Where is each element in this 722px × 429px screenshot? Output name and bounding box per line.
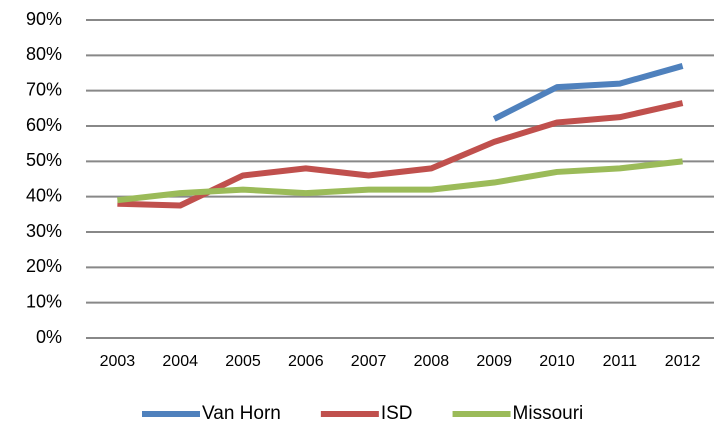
y-tick-label: 50% — [26, 150, 62, 170]
x-tick-label: 2006 — [288, 353, 324, 370]
y-tick-label: 90% — [26, 9, 62, 29]
legend-label: ISD — [381, 403, 413, 424]
x-tick-label: 2010 — [539, 353, 575, 370]
x-tick-label: 2008 — [414, 353, 450, 370]
y-tick-label: 70% — [26, 79, 62, 99]
y-tick-label: 0% — [36, 327, 62, 347]
x-tick-label: 2004 — [162, 353, 198, 370]
x-tick-label: 2007 — [351, 353, 387, 370]
x-tick-label: 2012 — [665, 353, 701, 370]
y-tick-label: 10% — [26, 291, 62, 311]
x-tick-label: 2003 — [100, 353, 136, 370]
series-line — [117, 158, 683, 204]
y-tick-label: 30% — [26, 221, 62, 241]
y-tick-label: 80% — [26, 44, 62, 64]
x-tick-label: 2009 — [476, 353, 512, 370]
y-tick-label: 20% — [26, 256, 62, 276]
x-tick-label: 2005 — [225, 353, 261, 370]
legend-label: Missouri — [513, 403, 584, 424]
y-tick-label: 60% — [26, 115, 62, 135]
y-tick-label: 40% — [26, 185, 62, 205]
series-line — [492, 63, 684, 122]
x-tick-label: 2011 — [603, 353, 638, 370]
legend-label: Van Horn — [202, 403, 281, 424]
